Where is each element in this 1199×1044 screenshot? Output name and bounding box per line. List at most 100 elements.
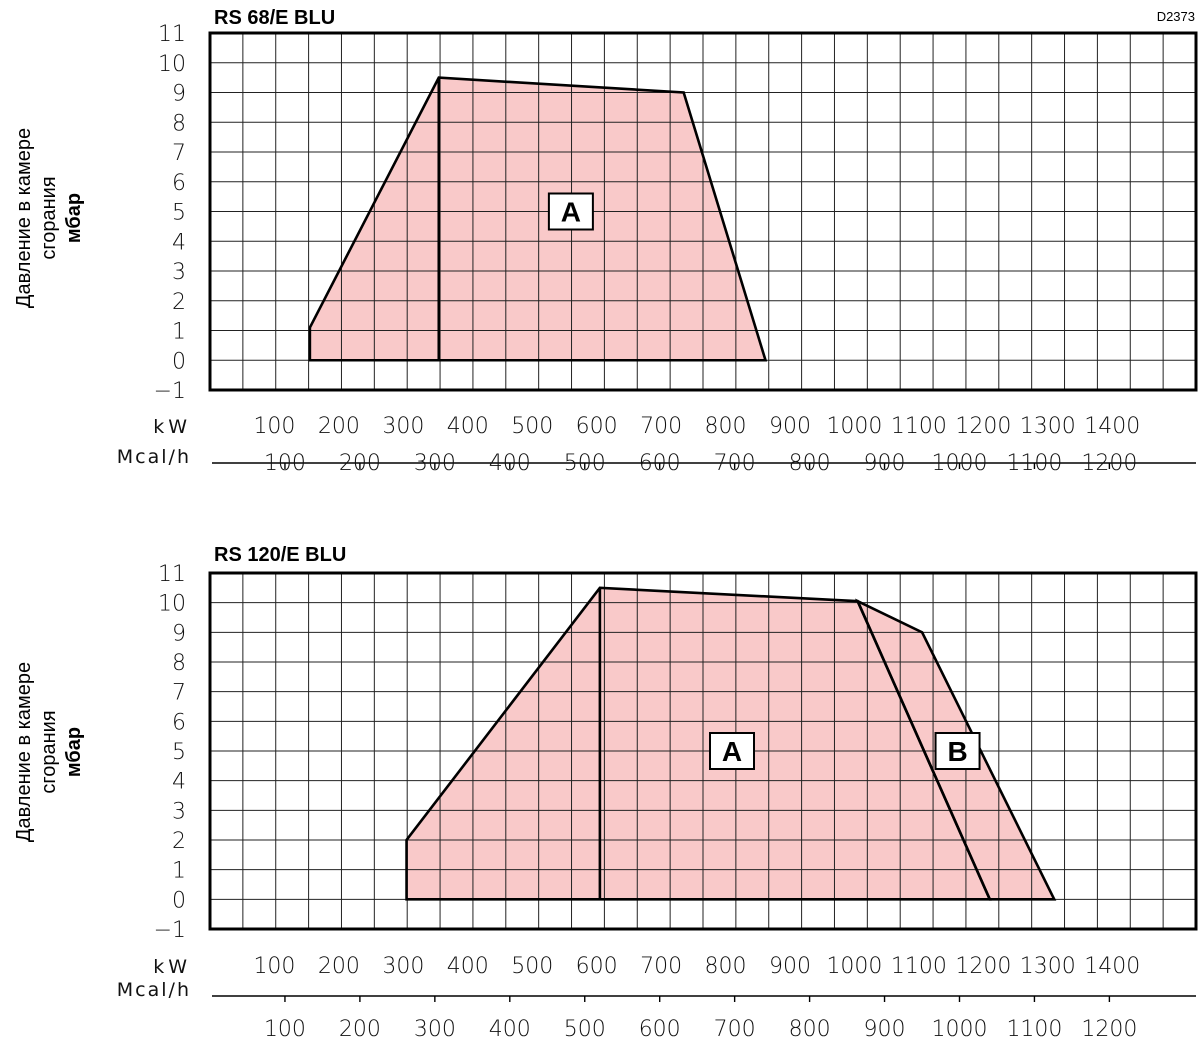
kw-tick-label: 1400 xyxy=(1084,414,1140,439)
region-label-box xyxy=(709,732,755,770)
y-tick-label: 3 xyxy=(172,260,186,285)
y-tick-label: 11 xyxy=(158,562,186,587)
kw-tick-label: 900 xyxy=(769,954,811,979)
y-axis-label-line: сгорания xyxy=(38,176,60,259)
y-tick-label: −1 xyxy=(154,379,186,404)
mcal-tick-label: 300 xyxy=(414,1017,456,1042)
mcal-tick-label: 800 xyxy=(789,1017,831,1042)
kw-tick-label: 1100 xyxy=(891,954,947,979)
chart-title: RS 120/E BLU xyxy=(214,544,346,566)
drawing-code: D2373 xyxy=(1157,9,1195,24)
y-tick-label: 9 xyxy=(172,621,186,646)
x-unit-kw: kW xyxy=(153,416,191,438)
kw-tick-label: 400 xyxy=(447,954,489,979)
kw-tick-label: 1400 xyxy=(1084,954,1140,979)
y-tick-label: 10 xyxy=(158,52,186,77)
kw-tick-label: 1000 xyxy=(826,414,882,439)
y-tick-label: 2 xyxy=(172,290,186,315)
region-label-a: A xyxy=(722,736,742,767)
mcal-tick-label: 600 xyxy=(639,1017,681,1042)
mcal-tick-label: 1200 xyxy=(1081,451,1137,476)
kw-tick-label: 500 xyxy=(511,414,553,439)
y-tick-label: 8 xyxy=(172,111,186,136)
mcal-tick-label: 1000 xyxy=(931,1017,987,1042)
region-b-outline xyxy=(855,598,1057,901)
y-axis-label-line: мбар xyxy=(63,727,85,777)
region-label-box xyxy=(934,732,981,770)
y-tick-label: −1 xyxy=(154,918,186,943)
chart-title: RS 68/E BLU xyxy=(214,7,335,29)
y-axis-label: Давление в камере сгорания мбар xyxy=(13,662,85,842)
kw-tick-label: 200 xyxy=(318,954,360,979)
y-tick-label: 0 xyxy=(172,888,186,913)
y-tick-label: 9 xyxy=(172,82,186,107)
y-axis-label-line: Давление в камере xyxy=(13,662,35,842)
region-a-fill xyxy=(309,77,766,361)
mcal-tick-label: 300 xyxy=(414,451,456,476)
y-tick-label: 4 xyxy=(172,230,186,255)
kw-tick-label: 1200 xyxy=(955,414,1011,439)
x-unit-mcal: Mcal/h xyxy=(117,446,191,468)
kw-tick-label: 400 xyxy=(447,414,489,439)
x-unit-mcal: Mcal/h xyxy=(117,979,191,1001)
mcal-tick-label: 500 xyxy=(564,1017,606,1042)
region-label-box xyxy=(547,192,594,231)
kw-tick-label: 1200 xyxy=(955,954,1011,979)
y-tick-label: 1 xyxy=(172,859,186,884)
kw-tick-label: 200 xyxy=(318,414,360,439)
kw-tick-label: 100 xyxy=(253,954,295,979)
mcal-tick-label: 400 xyxy=(489,1017,531,1042)
kw-tick-label: 600 xyxy=(576,414,618,439)
x-unit-kw: kW xyxy=(153,956,191,978)
mcal-tick-label: 500 xyxy=(564,451,606,476)
kw-tick-label: 700 xyxy=(640,414,682,439)
region-label-a: A xyxy=(561,197,581,228)
mcal-tick-label: 100 xyxy=(264,451,306,476)
y-tick-label: 5 xyxy=(172,201,186,226)
y-tick-label: 1 xyxy=(172,320,186,345)
y-tick-label: 8 xyxy=(172,651,186,676)
y-tick-label: 6 xyxy=(172,171,186,196)
y-tick-label: 4 xyxy=(172,770,186,795)
y-tick-label: 3 xyxy=(172,799,186,824)
chart-2: RS 120/E BLU Давление в камере сгорания мба… xyxy=(13,544,1198,1042)
kw-tick-label: 100 xyxy=(253,414,295,439)
mcal-tick-label: 200 xyxy=(339,451,381,476)
mcal-tick-label: 1100 xyxy=(1006,451,1062,476)
mcal-tick-label: 900 xyxy=(864,1017,906,1042)
region-a-outline xyxy=(405,586,992,901)
kw-tick-label: 300 xyxy=(382,954,424,979)
mcal-tick-label: 100 xyxy=(264,1017,306,1042)
mcal-tick-label: 1000 xyxy=(931,451,987,476)
y-axis-label: Давление в камере сгорания мбар xyxy=(13,128,85,308)
region-a-fill xyxy=(406,587,990,900)
mcal-tick-label: 1100 xyxy=(1006,1017,1062,1042)
y-tick-label: 2 xyxy=(172,829,186,854)
kw-tick-label: 1100 xyxy=(891,414,947,439)
y-tick-label: 11 xyxy=(158,22,186,47)
region-a-outline xyxy=(308,76,768,362)
y-tick-label: 7 xyxy=(172,141,186,166)
y-tick-label: 0 xyxy=(172,349,186,374)
y-axis-label-line: сгорания xyxy=(38,710,60,793)
chart-1: RS 68/E BLU Давление в камере сгорания мбар… xyxy=(13,7,1198,476)
mcal-tick-label: 600 xyxy=(639,451,681,476)
kw-tick-label: 700 xyxy=(640,954,682,979)
y-tick-label: 5 xyxy=(172,740,186,765)
kw-tick-label: 600 xyxy=(576,954,618,979)
kw-tick-label: 1300 xyxy=(1020,954,1076,979)
y-tick-label: 10 xyxy=(158,592,186,617)
mcal-tick-label: 700 xyxy=(714,1017,756,1042)
mcal-tick-label: 1200 xyxy=(1081,1017,1137,1042)
region-label-b: B xyxy=(947,736,967,767)
y-axis-label-line: мбар xyxy=(63,193,85,243)
mcal-tick-label: 700 xyxy=(714,451,756,476)
mcal-tick-label: 900 xyxy=(864,451,906,476)
plot-frame xyxy=(208,571,1198,931)
mcal-tick-label: 400 xyxy=(489,451,531,476)
y-tick-label: 6 xyxy=(172,710,186,735)
kw-tick-label: 300 xyxy=(382,414,424,439)
y-tick-label: 7 xyxy=(172,681,186,706)
kw-tick-label: 500 xyxy=(511,954,553,979)
